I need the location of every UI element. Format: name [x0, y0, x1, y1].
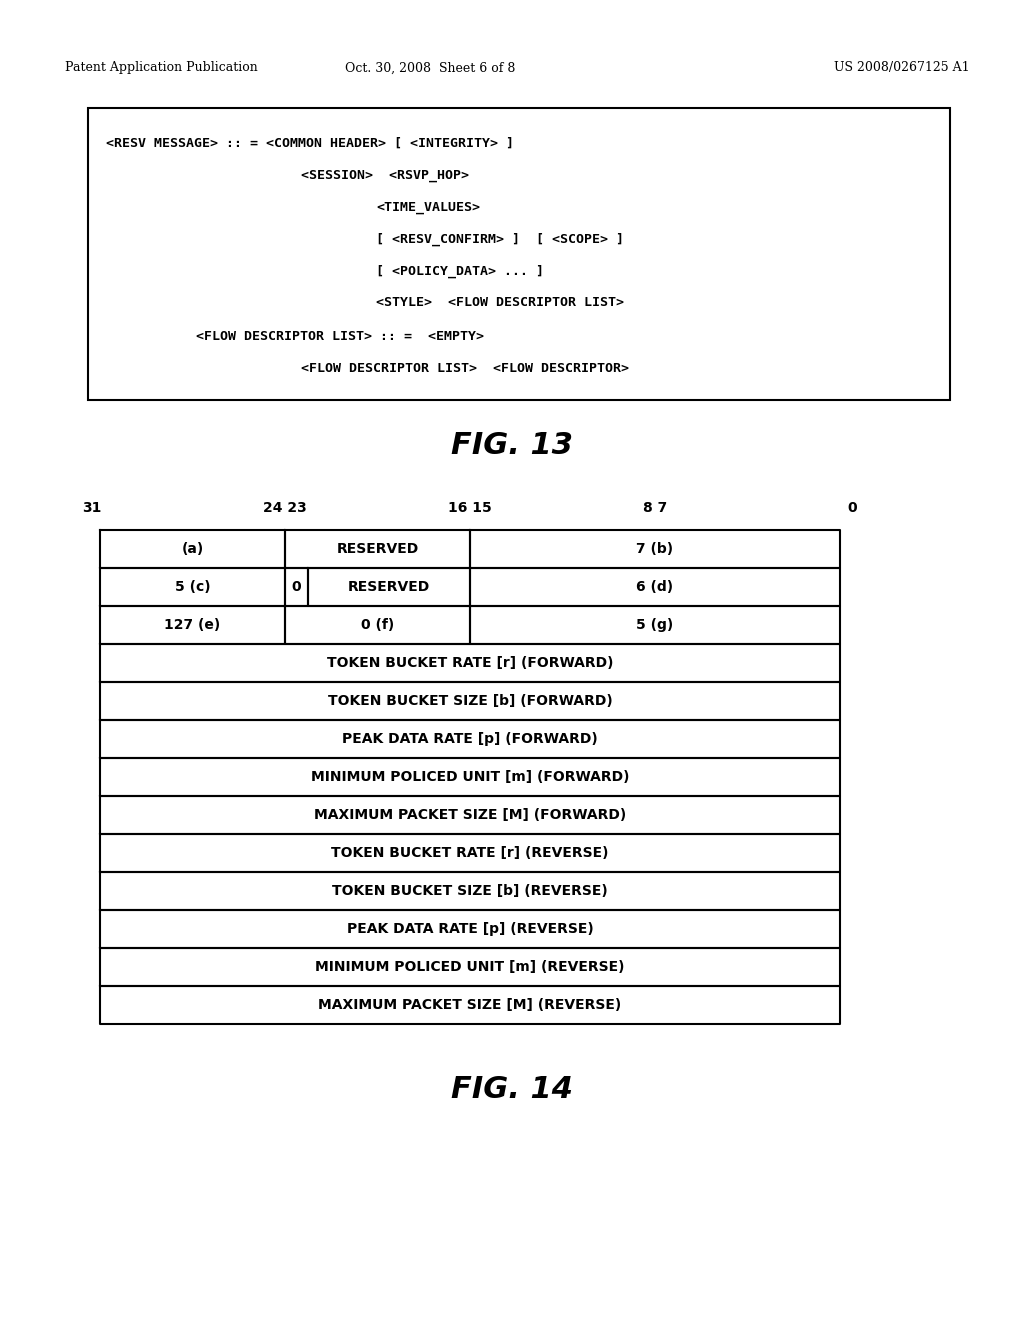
Text: RESERVED: RESERVED — [348, 579, 430, 594]
Text: MINIMUM POLICED UNIT [m] (FORWARD): MINIMUM POLICED UNIT [m] (FORWARD) — [310, 770, 630, 784]
Text: PEAK DATA RATE [p] (REVERSE): PEAK DATA RATE [p] (REVERSE) — [347, 921, 593, 936]
Text: <SESSION>  <RSVP_HOP>: <SESSION> <RSVP_HOP> — [301, 169, 469, 181]
Text: <FLOW DESCRIPTOR LIST> :: =  <EMPTY>: <FLOW DESCRIPTOR LIST> :: = <EMPTY> — [196, 330, 484, 343]
Text: (a): (a) — [181, 543, 204, 556]
Text: 31: 31 — [82, 502, 101, 515]
Text: 24 23: 24 23 — [263, 502, 307, 515]
Text: <FLOW DESCRIPTOR LIST>  <FLOW DESCRIPTOR>: <FLOW DESCRIPTOR LIST> <FLOW DESCRIPTOR> — [301, 363, 629, 375]
Text: 6 (d): 6 (d) — [637, 579, 674, 594]
Text: TOKEN BUCKET RATE [r] (FORWARD): TOKEN BUCKET RATE [r] (FORWARD) — [327, 656, 613, 671]
Text: US 2008/0267125 A1: US 2008/0267125 A1 — [835, 62, 970, 74]
Text: <TIME_VALUES>: <TIME_VALUES> — [376, 201, 480, 214]
Text: TOKEN BUCKET SIZE [b] (REVERSE): TOKEN BUCKET SIZE [b] (REVERSE) — [332, 884, 608, 898]
Text: 127 (e): 127 (e) — [165, 618, 220, 632]
Text: PEAK DATA RATE [p] (FORWARD): PEAK DATA RATE [p] (FORWARD) — [342, 733, 598, 746]
Text: 5 (g): 5 (g) — [636, 618, 674, 632]
Text: MAXIMUM PACKET SIZE [M] (REVERSE): MAXIMUM PACKET SIZE [M] (REVERSE) — [318, 998, 622, 1012]
Text: 8 7: 8 7 — [643, 502, 667, 515]
Text: 0 (f): 0 (f) — [360, 618, 394, 632]
Text: RESERVED: RESERVED — [336, 543, 419, 556]
Text: MAXIMUM PACKET SIZE [M] (FORWARD): MAXIMUM PACKET SIZE [M] (FORWARD) — [314, 808, 626, 822]
Text: 7 (b): 7 (b) — [637, 543, 674, 556]
Text: 0: 0 — [847, 502, 857, 515]
Text: Patent Application Publication: Patent Application Publication — [65, 62, 258, 74]
Text: FIG. 13: FIG. 13 — [451, 430, 573, 459]
Text: 16 15: 16 15 — [449, 502, 492, 515]
Text: [ <POLICY_DATA> ... ]: [ <POLICY_DATA> ... ] — [376, 264, 544, 277]
Text: [ <RESV_CONFIRM> ]  [ <SCOPE> ]: [ <RESV_CONFIRM> ] [ <SCOPE> ] — [376, 232, 624, 246]
Bar — [88, 108, 950, 400]
Text: FIG. 14: FIG. 14 — [451, 1074, 573, 1104]
Text: <RESV MESSAGE> :: = <COMMON HEADER> [ <INTEGRITY> ]: <RESV MESSAGE> :: = <COMMON HEADER> [ <I… — [106, 136, 514, 149]
Text: TOKEN BUCKET RATE [r] (REVERSE): TOKEN BUCKET RATE [r] (REVERSE) — [331, 846, 608, 861]
Text: 5 (c): 5 (c) — [175, 579, 210, 594]
Text: <STYLE>  <FLOW DESCRIPTOR LIST>: <STYLE> <FLOW DESCRIPTOR LIST> — [376, 297, 624, 309]
Text: MINIMUM POLICED UNIT [m] (REVERSE): MINIMUM POLICED UNIT [m] (REVERSE) — [315, 960, 625, 974]
Text: Oct. 30, 2008  Sheet 6 of 8: Oct. 30, 2008 Sheet 6 of 8 — [345, 62, 515, 74]
Text: 0: 0 — [292, 579, 301, 594]
Text: TOKEN BUCKET SIZE [b] (FORWARD): TOKEN BUCKET SIZE [b] (FORWARD) — [328, 694, 612, 708]
